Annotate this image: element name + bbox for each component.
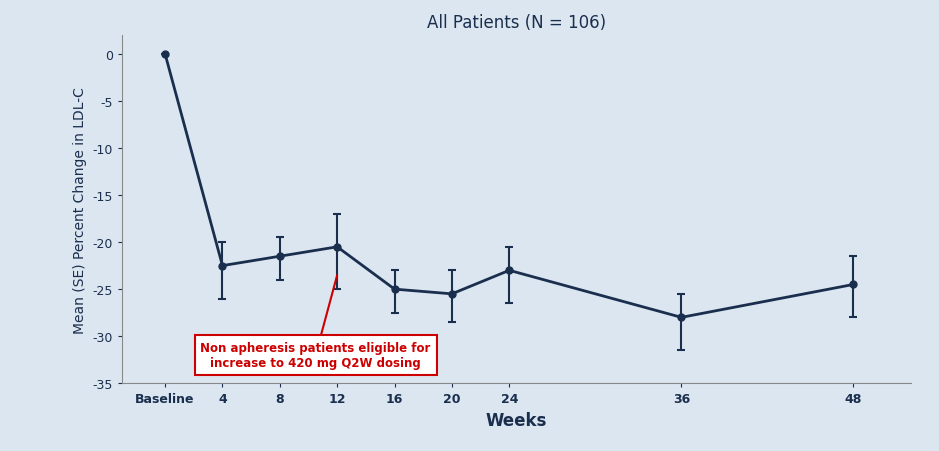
Text: Non apheresis patients eligible for
increase to 420 mg Q2W dosing: Non apheresis patients eligible for incr… [201, 276, 431, 369]
Y-axis label: Mean (SE) Percent Change in LDL-C: Mean (SE) Percent Change in LDL-C [73, 87, 87, 333]
X-axis label: Weeks: Weeks [485, 411, 547, 429]
Title: All Patients (N = 106): All Patients (N = 106) [427, 14, 606, 32]
